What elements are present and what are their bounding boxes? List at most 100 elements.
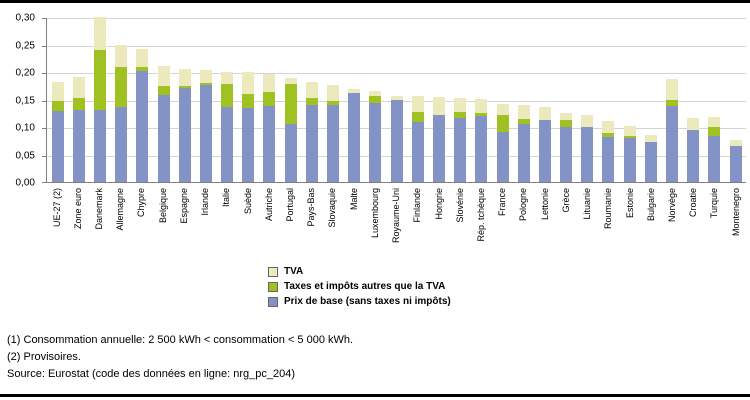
bar-segment xyxy=(93,109,106,182)
bar-segment xyxy=(178,69,191,87)
bar-segment xyxy=(284,123,297,182)
y-tick-mark xyxy=(42,45,47,47)
bars xyxy=(47,16,746,182)
legend-label: Taxes et impôts autres que la TVA xyxy=(284,281,446,292)
bar-slot xyxy=(534,18,555,182)
bar-segment xyxy=(708,127,721,136)
bar-segment xyxy=(136,70,149,182)
bar xyxy=(327,85,340,182)
bar-slot xyxy=(280,18,301,182)
bar-segment xyxy=(242,94,255,109)
bar-segment xyxy=(199,85,212,182)
bar-segment xyxy=(242,108,255,182)
bar-slot xyxy=(619,18,640,182)
legend-swatch xyxy=(268,266,278,277)
bar-segment xyxy=(560,127,573,182)
x-label: Pays-Bas xyxy=(306,188,317,227)
bar-segment xyxy=(348,93,361,182)
bar-segment xyxy=(517,118,530,125)
bar-slot xyxy=(238,18,259,182)
x-label-slot: Portugal xyxy=(279,188,300,266)
bar-segment xyxy=(115,107,128,182)
bar-segment xyxy=(475,112,488,116)
bar xyxy=(390,96,403,182)
x-label-slot: Lituanie xyxy=(576,188,597,266)
bar-slot xyxy=(640,18,661,182)
x-label: Bulgarie xyxy=(645,188,656,222)
bar-segment xyxy=(369,102,382,182)
x-label: UE-27 (2) xyxy=(51,188,62,228)
x-label-slot: Finlande xyxy=(407,188,428,266)
x-label: Royaume-Uni xyxy=(391,188,402,244)
x-label-slot: Autriche xyxy=(258,188,279,266)
y-tick-label: 0,30 xyxy=(15,12,35,24)
bar-segment xyxy=(666,105,679,182)
bar-segment xyxy=(729,140,742,147)
x-label: Portugal xyxy=(285,188,296,222)
bar-slot xyxy=(386,18,407,182)
bar-segment xyxy=(136,48,149,67)
bar-segment xyxy=(581,115,594,127)
x-label-slot: Pays-Bas xyxy=(301,188,322,266)
bar-segment xyxy=(263,73,276,92)
bar-segment xyxy=(199,69,212,84)
bar-segment xyxy=(51,110,64,182)
bar-segment xyxy=(496,103,509,115)
bar-segment xyxy=(623,135,636,138)
y-tick-mark xyxy=(42,182,47,183)
bar xyxy=(157,65,170,182)
footnote-source: Source: Eurostat (code des données en li… xyxy=(7,368,296,380)
bar-segment xyxy=(327,104,340,182)
x-label: Allemagne xyxy=(115,188,126,231)
bar-segment xyxy=(602,136,615,182)
y-tick-label: 0,00 xyxy=(15,177,35,189)
x-label-slot: Norvège xyxy=(661,188,682,266)
bar xyxy=(369,90,382,182)
plot-area xyxy=(42,16,746,183)
bar xyxy=(51,82,64,182)
legend-swatch xyxy=(268,296,278,307)
bar-segment xyxy=(327,85,340,102)
bar-segment xyxy=(51,82,64,102)
x-label-slot: Zone euro xyxy=(67,188,88,266)
x-label-slot: Malte xyxy=(343,188,364,266)
x-label-slot: France xyxy=(492,188,513,266)
bar-slot xyxy=(132,18,153,182)
bar-segment xyxy=(390,96,403,100)
x-label: Belgique xyxy=(157,188,168,224)
bar-slot xyxy=(174,18,195,182)
x-label: France xyxy=(497,188,508,217)
bar-segment xyxy=(305,98,318,105)
x-label: Slovénie xyxy=(454,188,465,223)
bar-segment xyxy=(581,127,594,182)
bar-segment xyxy=(666,100,679,106)
bar-segment xyxy=(454,118,467,182)
gridline xyxy=(47,45,746,47)
bar-segment xyxy=(687,130,700,182)
bar-segment xyxy=(51,101,64,111)
bar-segment xyxy=(623,126,636,136)
bar-segment xyxy=(199,83,212,86)
x-label-slot: Grèce xyxy=(555,188,576,266)
x-label-slot: Belgique xyxy=(152,188,173,266)
bar-segment xyxy=(263,105,276,182)
bar-slot xyxy=(513,18,534,182)
bar-segment xyxy=(538,119,551,182)
bar-segment xyxy=(602,120,615,133)
bar-segment xyxy=(560,120,573,127)
bar xyxy=(581,115,594,182)
x-label: Montenegro xyxy=(730,188,741,237)
bar xyxy=(708,117,721,182)
bar-segment xyxy=(93,16,106,50)
x-label: Danemark xyxy=(94,188,105,230)
bar xyxy=(666,78,679,182)
x-label-slot: Espagne xyxy=(173,188,194,266)
bar-slot xyxy=(704,18,725,182)
x-label: Lettonie xyxy=(539,188,550,221)
bar-slot xyxy=(301,18,322,182)
bar xyxy=(496,103,509,182)
bar xyxy=(263,73,276,182)
bar-segment xyxy=(284,78,297,84)
x-label-slot: Slovénie xyxy=(449,188,470,266)
